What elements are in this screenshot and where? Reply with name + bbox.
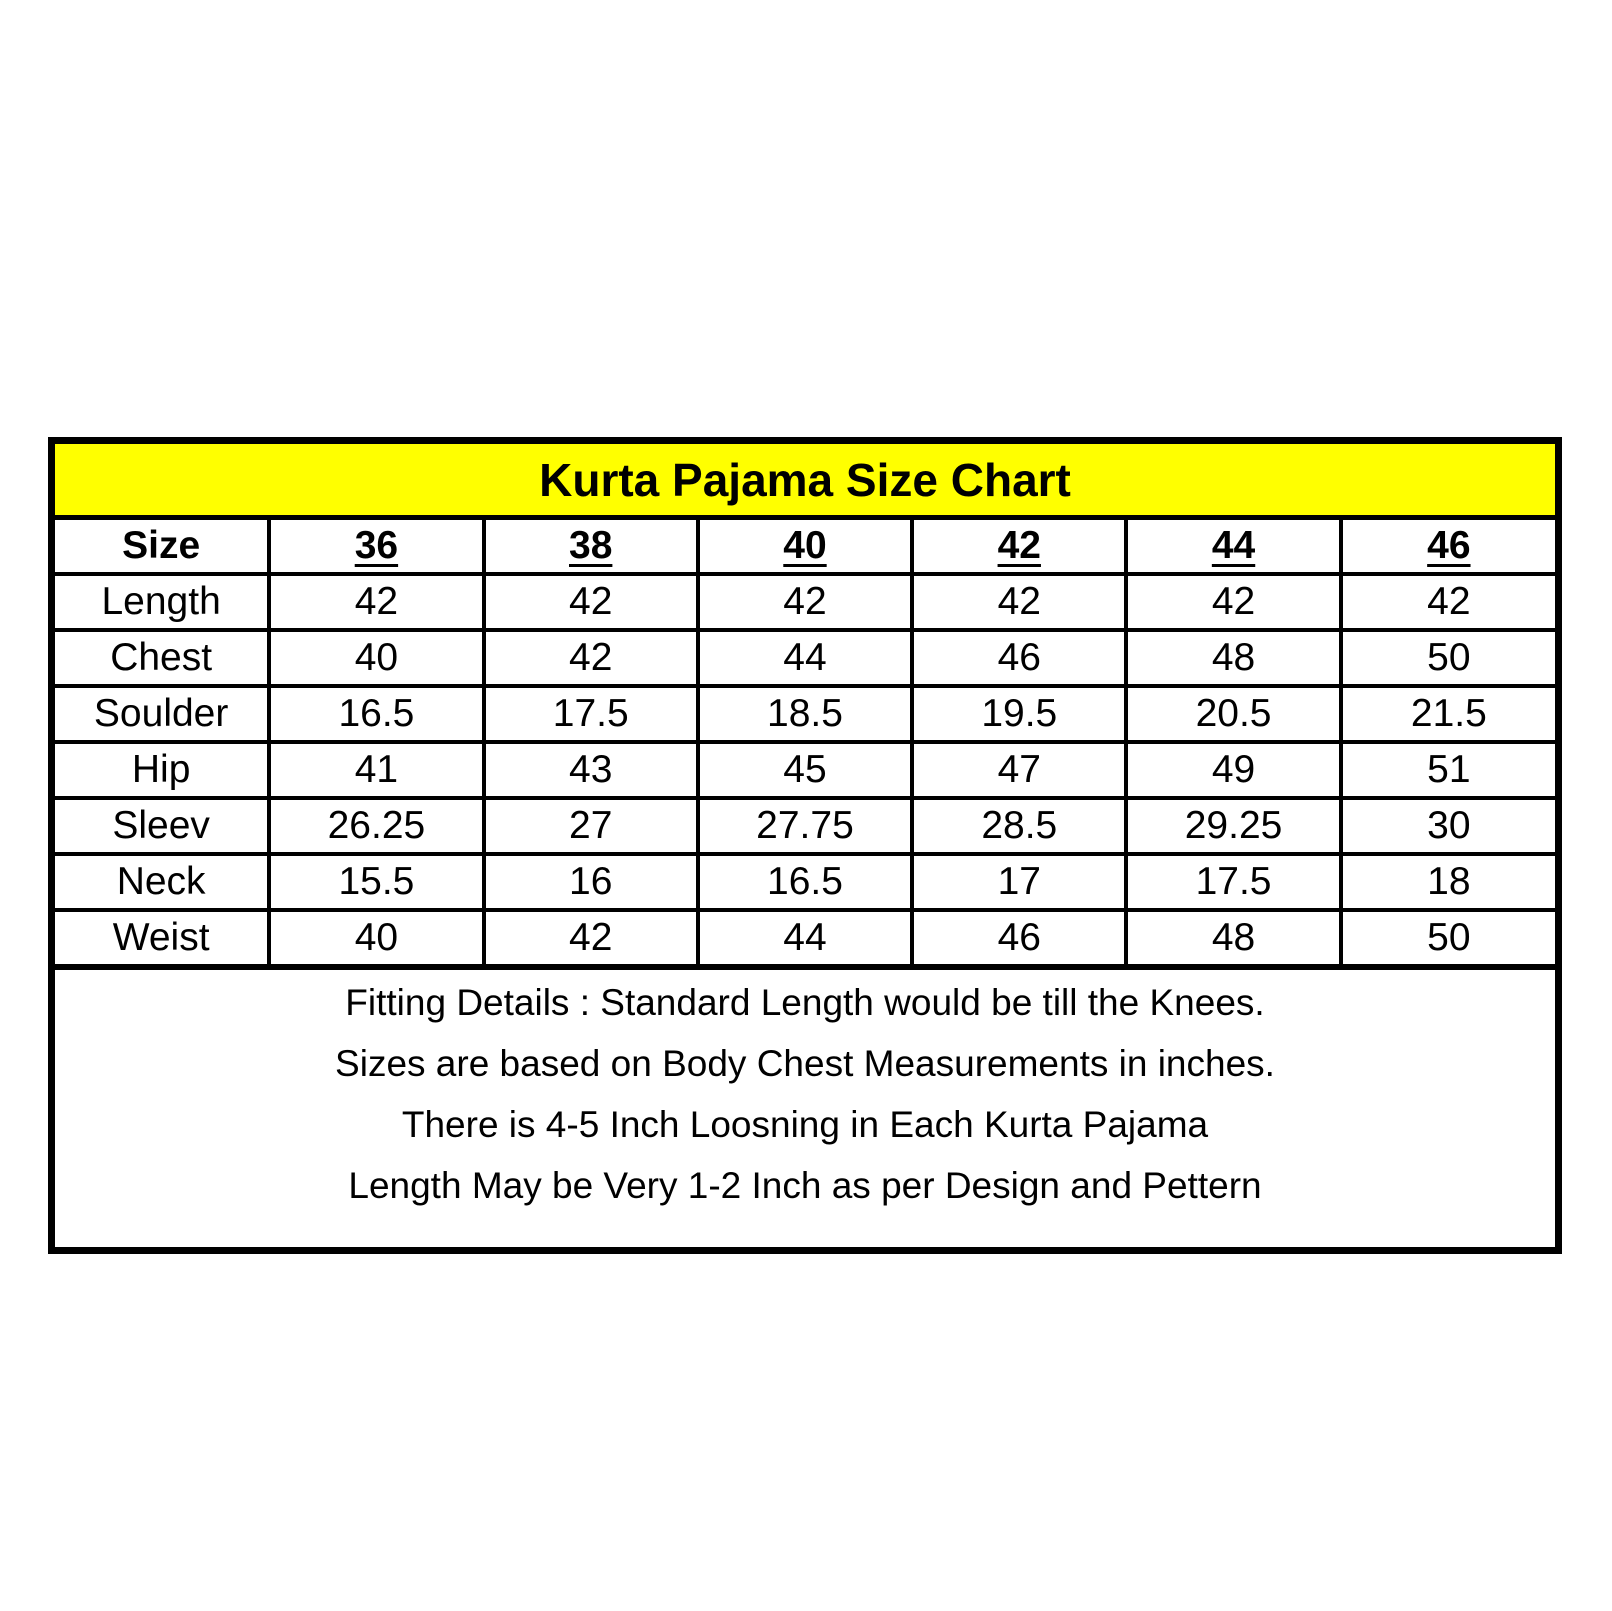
row-label: Hip <box>55 740 272 800</box>
measurement-cell: 42 <box>481 572 700 632</box>
measurement-cell: 42 <box>267 572 486 632</box>
note-line: Length May be Very 1-2 Inch as per Desig… <box>348 1165 1262 1206</box>
measurement-cell: 51 <box>1338 740 1555 800</box>
measurement-cell: 42 <box>1338 572 1555 632</box>
measurement-cell: 49 <box>1124 740 1343 800</box>
measurement-cell: 41 <box>267 740 486 800</box>
measurement-cell: 16.5 <box>267 684 486 744</box>
table-row: Chest 40 42 44 46 48 50 <box>55 628 1555 688</box>
row-label: Sleev <box>55 796 272 856</box>
header-row: Size 36 38 40 42 44 46 <box>55 520 1555 576</box>
size-column-header: 40 <box>695 520 915 576</box>
measurement-cell: 26.25 <box>267 796 486 856</box>
table-row: Weist 40 42 44 46 48 50 <box>55 908 1555 970</box>
measurement-cell: 46 <box>910 628 1129 688</box>
row-label: Chest <box>55 628 272 688</box>
row-label: Weist <box>55 908 272 970</box>
measurement-cell: 27.75 <box>695 796 915 856</box>
measurement-cell: 42 <box>481 908 700 970</box>
measurement-cell: 18.5 <box>695 684 915 744</box>
size-column-header: 46 <box>1338 520 1555 576</box>
measurement-cell: 40 <box>267 908 486 970</box>
row-label: Length <box>55 572 272 632</box>
measurement-cell: 19.5 <box>910 684 1129 744</box>
measurement-cell: 42 <box>695 572 915 632</box>
measurement-cell: 46 <box>910 908 1129 970</box>
size-column-header: 38 <box>481 520 700 576</box>
table-row: Hip 41 43 45 47 49 51 <box>55 740 1555 800</box>
size-label-header: Size <box>55 520 272 576</box>
measurement-cell: 44 <box>695 908 915 970</box>
size-table: Size 36 38 40 42 44 46 Length 42 42 42 42 42 42 Chest 4… <box>55 520 1555 970</box>
measurement-cell: 50 <box>1338 628 1555 688</box>
measurement-cell: 18 <box>1338 852 1555 912</box>
size-column-header: 42 <box>910 520 1129 576</box>
measurement-cell: 20.5 <box>1124 684 1343 744</box>
note-line: There is 4-5 Inch Loosning in Each Kurta… <box>401 1104 1209 1145</box>
measurement-cell: 29.25 <box>1124 796 1343 856</box>
note-line: Sizes are based on Body Chest Measuremen… <box>335 1043 1275 1084</box>
measurement-cell: 50 <box>1338 908 1555 970</box>
measurement-cell: 47 <box>910 740 1129 800</box>
measurement-cell: 40 <box>267 628 486 688</box>
measurement-cell: 17.5 <box>481 684 700 744</box>
measurement-cell: 48 <box>1124 628 1343 688</box>
size-column-header: 44 <box>1124 520 1343 576</box>
measurement-cell: 16.5 <box>695 852 915 912</box>
measurement-cell: 42 <box>481 628 700 688</box>
measurement-cell: 43 <box>481 740 700 800</box>
table-row: Neck 15.5 16 16.5 17 17.5 18 <box>55 852 1555 912</box>
chart-title: Kurta Pajama Size Chart <box>55 444 1555 520</box>
measurement-cell: 27 <box>481 796 700 856</box>
size-column-header: 36 <box>267 520 486 576</box>
note-line: Fitting Details : Standard Length would … <box>345 982 1265 1023</box>
measurement-cell: 17.5 <box>1124 852 1343 912</box>
measurement-cell: 30 <box>1338 796 1555 856</box>
table-row: Sleev 26.25 27 27.75 28.5 29.25 30 <box>55 796 1555 856</box>
table-row: Soulder 16.5 17.5 18.5 19.5 20.5 21.5 <box>55 684 1555 744</box>
measurement-cell: 48 <box>1124 908 1343 970</box>
measurement-cell: 28.5 <box>910 796 1129 856</box>
fitting-notes: Fitting Details : Standard Length would … <box>55 970 1555 1216</box>
measurement-cell: 42 <box>1124 572 1343 632</box>
row-label: Soulder <box>55 684 272 744</box>
measurement-cell: 42 <box>910 572 1129 632</box>
table-row: Length 42 42 42 42 42 42 <box>55 572 1555 632</box>
measurement-cell: 21.5 <box>1338 684 1555 744</box>
row-label: Neck <box>55 852 272 912</box>
measurement-cell: 44 <box>695 628 915 688</box>
measurement-cell: 16 <box>481 852 700 912</box>
measurement-cell: 15.5 <box>267 852 486 912</box>
measurement-cell: 17 <box>910 852 1129 912</box>
size-chart: Kurta Pajama Size Chart Size 36 38 40 42 44 46… <box>48 437 1562 1254</box>
measurement-cell: 45 <box>695 740 915 800</box>
